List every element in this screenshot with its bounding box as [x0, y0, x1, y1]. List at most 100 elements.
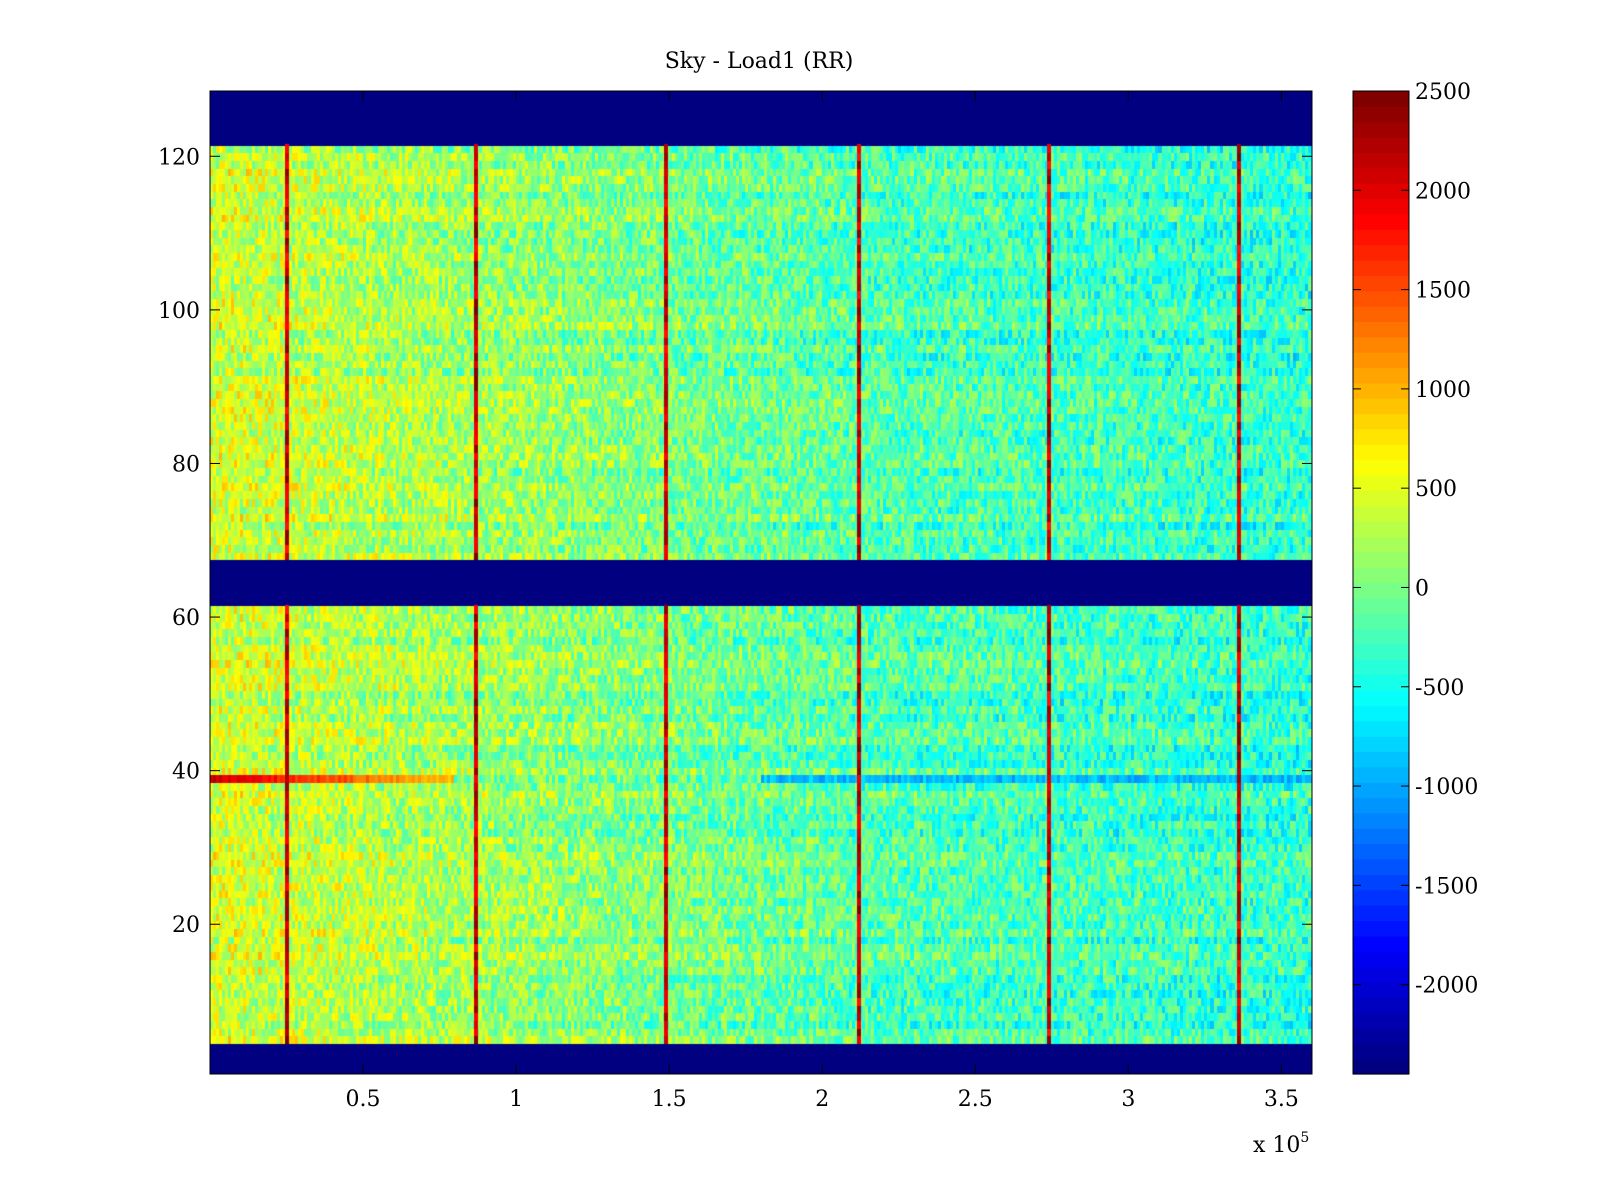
colorbar-segment — [1353, 459, 1409, 476]
colorbar-segment — [1353, 874, 1409, 891]
colorbar-segment — [1353, 321, 1409, 338]
colorbar-segment — [1353, 920, 1409, 937]
colorbar-tick-label: -1500 — [1415, 874, 1478, 899]
colorbar-segment — [1353, 582, 1409, 599]
chart-title: Sky - Load1 (RR) — [665, 49, 854, 74]
colorbar-segment — [1353, 229, 1409, 246]
colorbar-segment — [1353, 659, 1409, 676]
colorbar-segment — [1353, 306, 1409, 322]
colorbar-segment — [1353, 1058, 1409, 1075]
x-axis: 0.5 1 1.5 2 2.5 3 3.5 — [346, 91, 1299, 1112]
colorbar-segment — [1353, 966, 1409, 983]
colorbar-segment — [1353, 1043, 1409, 1060]
colorbar-segment — [1353, 613, 1409, 630]
x-tick-label: 3.5 — [1264, 1087, 1299, 1112]
colorbar-segment — [1353, 1012, 1409, 1029]
y-tick-label: 60 — [172, 606, 200, 631]
colorbar-segment — [1353, 152, 1409, 169]
colorbar-tick-label: -1000 — [1415, 775, 1478, 800]
colorbar-segment — [1353, 198, 1409, 215]
colorbar-segment — [1353, 137, 1409, 154]
plot-area-frame — [209, 90, 1313, 1075]
colorbar-segment — [1353, 935, 1409, 952]
colorbar-segment — [1353, 505, 1409, 522]
colorbar-segment — [1353, 889, 1409, 906]
colorbar-segment — [1353, 782, 1409, 799]
colorbar-segment — [1353, 1027, 1409, 1044]
colorbar-segment — [1353, 905, 1409, 922]
y-tick-label: 100 — [158, 299, 200, 324]
x-tick-label: 3 — [1121, 1087, 1135, 1112]
colorbar-segment — [1353, 628, 1409, 645]
x-tick-label: 1 — [509, 1087, 523, 1112]
heatmap-raster — [210, 91, 1312, 1074]
colorbar-tick-label: 2000 — [1415, 179, 1471, 204]
x-scale-label: x 10 — [1253, 1133, 1300, 1158]
colorbar-segment — [1353, 244, 1409, 261]
colorbar-tick-label: -2000 — [1415, 974, 1478, 999]
y-tick-label: 40 — [172, 760, 200, 785]
colorbar-segment — [1353, 720, 1409, 737]
x-scale-multiplier: x 105 — [1253, 1130, 1309, 1158]
colorbar-segment — [1353, 474, 1409, 491]
colorbar-segment — [1353, 367, 1409, 384]
colorbar-segment — [1353, 336, 1409, 353]
colorbar-segment — [1353, 843, 1409, 860]
x-tick-label: 1.5 — [652, 1087, 687, 1112]
y-tick-label: 120 — [158, 145, 200, 170]
colorbar-segment — [1353, 858, 1409, 875]
colorbar-segment — [1353, 275, 1409, 292]
colorbar-segment — [1353, 812, 1409, 829]
colorbar-segment — [1353, 167, 1409, 184]
heatmap-image — [210, 91, 1312, 1074]
x-tick-label: 2 — [815, 1087, 829, 1112]
colorbar-tick-label: 1000 — [1415, 378, 1471, 403]
colorbar-frame — [1352, 90, 1410, 1075]
colorbar-segment — [1353, 352, 1409, 369]
colorbar-segment — [1353, 521, 1409, 538]
x-scale-exponent: 5 — [1300, 1130, 1309, 1146]
y-axis: 20 40 60 80 100 120 — [158, 145, 1312, 938]
colorbar-segment — [1353, 106, 1409, 123]
colorbar-segment — [1353, 690, 1409, 706]
colorbar-tick-label: 2500 — [1415, 80, 1471, 105]
y-tick-label: 20 — [172, 913, 200, 938]
x-tick-label: 2.5 — [958, 1087, 993, 1112]
colorbar-segment — [1353, 981, 1409, 998]
colorbar-segment — [1353, 736, 1409, 753]
colorbar-segment — [1353, 259, 1409, 276]
colorbar-segment — [1353, 413, 1409, 430]
colorbar-segment — [1353, 444, 1409, 461]
colorbar-segment — [1353, 490, 1409, 507]
colorbar-segment — [1353, 121, 1409, 138]
colorbar-segment — [1353, 398, 1409, 415]
colorbar-segment — [1353, 213, 1409, 230]
colorbar-segment — [1353, 567, 1409, 584]
colorbar-tick-label: -500 — [1415, 676, 1464, 701]
colorbar-segment — [1353, 551, 1409, 568]
colorbar-tick-label: 0 — [1415, 576, 1429, 601]
colorbar-segment — [1353, 643, 1409, 660]
colorbar-segment — [1353, 951, 1409, 968]
colorbar-segment — [1353, 705, 1409, 722]
colorbar-axis: 2500 2000 1500 1000 500 0 -500 -1000 -1500 -2000 — [1353, 80, 1478, 999]
colorbar-segment — [1353, 428, 1409, 445]
colorbar-segment — [1353, 91, 1409, 107]
colorbar-segment — [1353, 828, 1409, 845]
colorbar-segment — [1353, 751, 1409, 768]
colorbar-segment — [1353, 183, 1409, 200]
colorbar-segment — [1353, 766, 1409, 783]
colorbar-segment — [1353, 382, 1409, 399]
colorbar-segment — [1353, 797, 1409, 814]
colorbar-tick-label: 500 — [1415, 477, 1457, 502]
colorbar-segment — [1353, 536, 1409, 553]
colorbar-segment — [1353, 674, 1409, 691]
colorbar-segment — [1353, 290, 1409, 307]
y-tick-label: 80 — [172, 452, 200, 477]
colorbar-segment — [1353, 997, 1409, 1014]
colorbar-segment — [1353, 597, 1409, 614]
x-tick-label: 0.5 — [346, 1087, 381, 1112]
colorbar-image — [1353, 91, 1409, 1075]
